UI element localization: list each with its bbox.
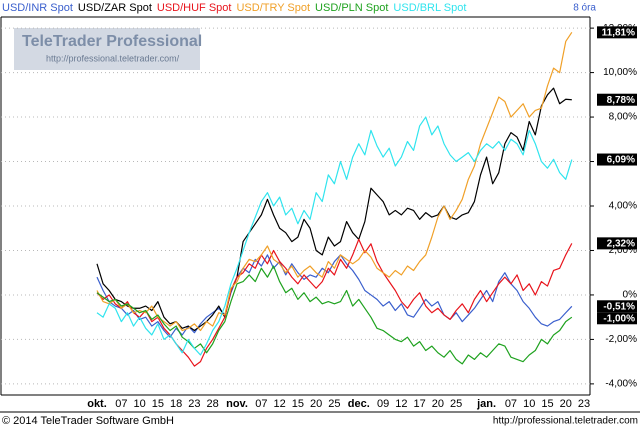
y-tick-label: 2,00% [609,245,637,256]
x-tick-label: okt. [87,398,107,410]
x-tick-label: 10 [523,398,535,410]
value-label: 2,32% [607,238,635,249]
y-tick-label: -4,00% [605,379,637,390]
footer-url: http://professional.teletrader.com [493,416,638,427]
series-line [96,32,573,332]
x-tick-label: 25 [450,398,462,410]
watermark-title: TeleTrader Professional [22,33,202,50]
x-tick-label: 10 [133,398,145,410]
x-tick-label: jan. [476,398,496,410]
legend-entry: USD/INR Spot [2,2,73,14]
x-tick-label: 25 [328,398,340,410]
x-tick-label: 15 [541,398,553,410]
x-tick-label: 07 [505,398,517,410]
value-label: 11,81% [602,27,635,38]
x-tick-label: 12 [274,398,286,410]
x-tick-label: 23 [578,398,590,410]
x-tick-label: 15 [292,398,304,410]
legend-entry: USD/PLN Spot [315,2,388,14]
value-label-box [597,237,637,250]
value-label: -0,51% [603,301,635,312]
value-label-box [597,300,637,313]
value-label: -1,00% [603,313,635,324]
value-label-box [597,93,637,106]
x-tick-label: 09 [377,398,389,410]
x-tick-label: 15 [152,398,164,410]
y-tick-label: -2,00% [605,334,637,345]
x-tick-label: 20 [560,398,572,410]
value-label-box [597,153,637,166]
x-tick-label: 20 [310,398,322,410]
x-tick-label: 20 [432,398,444,410]
y-tick-label: 4,00% [609,201,637,212]
x-tick-label: 23 [188,398,200,410]
value-label: 6,09% [607,155,635,166]
footer-copyright: © 2014 TeleTrader Software GmbH [2,415,174,427]
y-tick-label: 10,00% [603,67,637,78]
value-label-box [597,312,637,325]
legend-entry: USD/HUF Spot [157,2,232,14]
legend-entry: USD/ZAR Spot [78,2,152,14]
watermark-box [14,28,200,70]
series-line [96,116,573,356]
value-label: 8,78% [607,95,635,106]
value-label-box [597,26,637,39]
watermark-url: http://professional.teletrader.com/ [46,53,180,63]
series-line [96,254,573,338]
x-tick-label: 12 [395,398,407,410]
x-tick-label: 18 [170,398,182,410]
x-tick-label: 28 [207,398,219,410]
series-line [96,265,573,365]
x-tick-label: dec. [348,398,370,410]
legend-entry: USD/BRL Spot [393,2,466,14]
interval-label: 8 óra [573,3,596,14]
x-tick-label: 07 [115,398,127,410]
x-tick-label: 07 [255,398,267,410]
x-tick-label: 17 [414,398,426,410]
y-tick-label: 8,00% [609,112,637,123]
legend-entry: USD/TRY Spot [236,2,310,14]
y-tick-label: 0% [623,290,638,301]
x-tick-label: nov. [226,398,248,410]
